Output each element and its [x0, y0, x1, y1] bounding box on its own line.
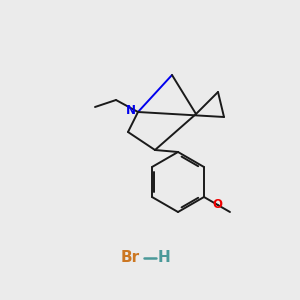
Text: N: N — [126, 104, 136, 118]
Text: Br: Br — [120, 250, 140, 266]
Text: H: H — [158, 250, 170, 266]
Text: O: O — [213, 197, 223, 211]
